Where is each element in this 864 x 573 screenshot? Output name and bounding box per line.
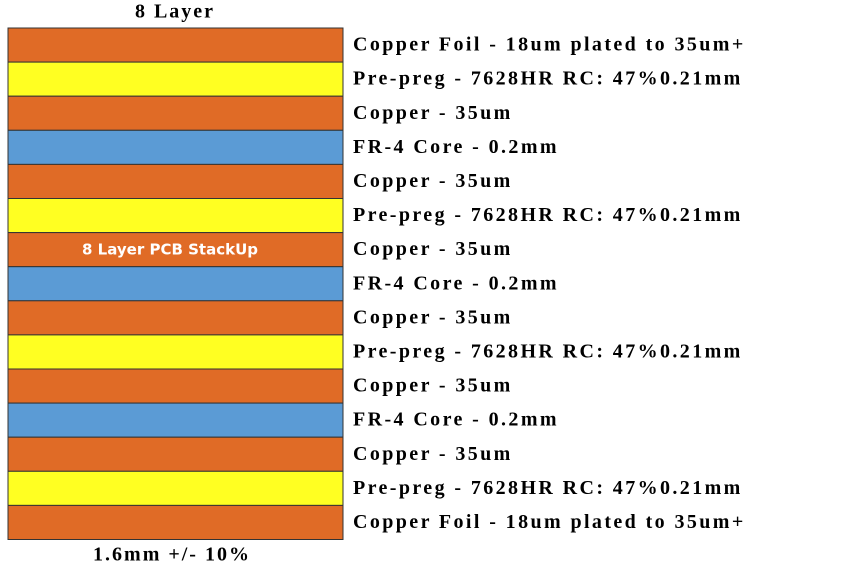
layer-band xyxy=(7,232,344,268)
layer-label: Copper Foil - 18um plated to 35um+ xyxy=(353,34,746,56)
layer-band xyxy=(7,470,344,506)
layer-band xyxy=(7,266,344,302)
thickness-label: 1.6mm +/- 10% xyxy=(93,544,251,566)
layer-band xyxy=(7,436,344,472)
layer-label: Pre-preg - 7628HR RC: 47%0.21mm xyxy=(353,341,743,363)
layer-band xyxy=(7,368,344,404)
layer-label: FR-4 Core - 0.2mm xyxy=(353,272,559,294)
layer-label: Copper - 35um xyxy=(353,170,513,192)
layer-band xyxy=(7,300,344,336)
layer-label: Copper - 35um xyxy=(353,443,513,465)
layer-label: Copper Foil - 18um plated to 35um+ xyxy=(353,511,746,533)
layer-band xyxy=(7,402,344,438)
layer-label: Copper - 35um xyxy=(353,306,513,328)
layer-label: Copper - 35um xyxy=(353,102,513,124)
layer-band xyxy=(7,198,344,234)
layer-label: FR-4 Core - 0.2mm xyxy=(353,136,559,158)
layer-band xyxy=(7,504,344,540)
layer-label: Copper - 35um xyxy=(353,375,513,397)
layer-band xyxy=(7,163,344,199)
layer-label: FR-4 Core - 0.2mm xyxy=(353,409,559,431)
layer-label: Pre-preg - 7628HR RC: 47%0.21mm xyxy=(353,204,743,226)
layer-label: Pre-preg - 7628HR RC: 47%0.21mm xyxy=(353,477,743,499)
layer-label: Copper - 35um xyxy=(353,238,513,260)
layers: Copper Foil - 18um plated to 35um+ Pre-pr… xyxy=(7,27,746,540)
layer-label: Pre-preg - 7628HR RC: 47%0.21mm xyxy=(353,68,743,90)
layer-band xyxy=(7,129,344,165)
layer-band xyxy=(7,27,344,63)
layer-band xyxy=(7,95,344,131)
title: 8 Layer xyxy=(135,1,215,23)
overlay-label: 8 Layer PCB StackUp xyxy=(82,241,258,259)
layer-band xyxy=(7,61,344,97)
layer-band xyxy=(7,334,344,370)
